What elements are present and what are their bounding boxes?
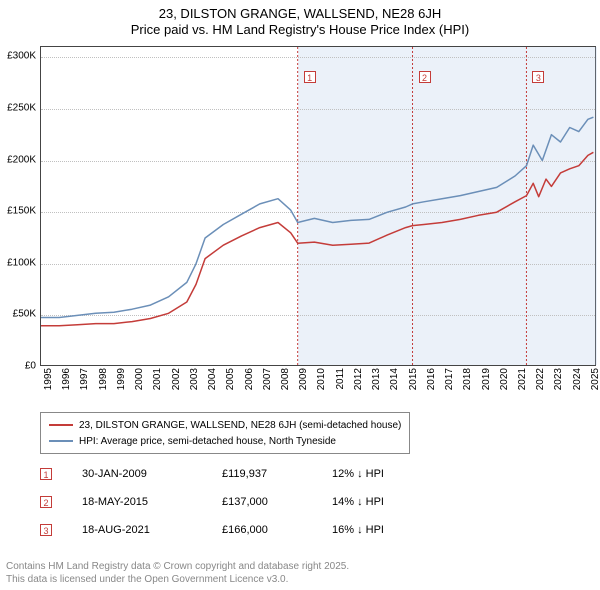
annot-pct-2: 16% ↓ HPI bbox=[332, 524, 452, 536]
xtick-label-2008: 2008 bbox=[280, 368, 291, 390]
ytick-label-250000: £250K bbox=[0, 102, 36, 113]
legend-label-1: HPI: Average price, semi-detached house,… bbox=[79, 436, 336, 447]
annot-date-0: 30-JAN-2009 bbox=[82, 468, 222, 480]
xtick-label-2004: 2004 bbox=[207, 368, 218, 390]
chart-marker-1: 1 bbox=[304, 71, 316, 83]
xtick-label-2024: 2024 bbox=[572, 368, 583, 390]
xtick-label-2003: 2003 bbox=[189, 368, 200, 390]
annot-marker-2: 2 bbox=[40, 496, 52, 508]
annot-row-1: 2 18-MAY-2015 £137,000 14% ↓ HPI bbox=[40, 488, 452, 516]
xtick-label-2019: 2019 bbox=[481, 368, 492, 390]
xtick-label-1999: 1999 bbox=[116, 368, 127, 390]
ytick-label-100000: £100K bbox=[0, 257, 36, 268]
chart-title-block: 23, DILSTON GRANGE, WALLSEND, NE28 6JH P… bbox=[0, 0, 600, 39]
annot-price-2: £166,000 bbox=[222, 524, 332, 536]
ytick-label-150000: £150K bbox=[0, 206, 36, 217]
legend-row-1: HPI: Average price, semi-detached house,… bbox=[49, 433, 401, 449]
plot-region: 1 2 3 bbox=[40, 46, 596, 366]
ytick-label-50000: £50K bbox=[0, 309, 36, 320]
annot-pct-0: 12% ↓ HPI bbox=[332, 468, 452, 480]
xtick-label-2022: 2022 bbox=[535, 368, 546, 390]
xtick-label-2012: 2012 bbox=[353, 368, 364, 390]
title-line-2: Price paid vs. HM Land Registry's House … bbox=[0, 22, 600, 38]
xtick-label-2013: 2013 bbox=[371, 368, 382, 390]
xtick-label-2016: 2016 bbox=[426, 368, 437, 390]
xtick-label-2010: 2010 bbox=[316, 368, 327, 390]
footer-attribution: Contains HM Land Registry data © Crown c… bbox=[6, 561, 349, 586]
xtick-label-2021: 2021 bbox=[517, 368, 528, 390]
xtick-label-2020: 2020 bbox=[499, 368, 510, 390]
xtick-label-2011: 2011 bbox=[335, 368, 346, 390]
xtick-label-2009: 2009 bbox=[298, 368, 309, 390]
chart-area: 123 £0£50K£100K£150K£200K£250K£300K19951… bbox=[40, 46, 596, 366]
ytick-label-200000: £200K bbox=[0, 154, 36, 165]
annot-marker-3: 3 bbox=[40, 524, 52, 536]
footer-line-1: Contains HM Land Registry data © Crown c… bbox=[6, 561, 349, 574]
line-layer bbox=[41, 47, 597, 367]
xtick-label-1995: 1995 bbox=[43, 368, 54, 390]
footer-line-2: This data is licensed under the Open Gov… bbox=[6, 574, 349, 587]
xtick-label-2014: 2014 bbox=[389, 368, 400, 390]
annot-price-1: £137,000 bbox=[222, 496, 332, 508]
annot-date-1: 18-MAY-2015 bbox=[82, 496, 222, 508]
series-hpi bbox=[41, 117, 593, 317]
annotation-table: 1 30-JAN-2009 £119,937 12% ↓ HPI 2 18-MA… bbox=[40, 460, 452, 544]
chart-marker-2: 2 bbox=[419, 71, 431, 83]
title-line-1: 23, DILSTON GRANGE, WALLSEND, NE28 6JH bbox=[0, 6, 600, 22]
xtick-label-2002: 2002 bbox=[171, 368, 182, 390]
xtick-label-1996: 1996 bbox=[61, 368, 72, 390]
legend-swatch-1 bbox=[49, 440, 73, 442]
legend-box: 23, DILSTON GRANGE, WALLSEND, NE28 6JH (… bbox=[40, 412, 410, 454]
xtick-label-2025: 2025 bbox=[590, 368, 600, 390]
xtick-label-2000: 2000 bbox=[134, 368, 145, 390]
legend-row-0: 23, DILSTON GRANGE, WALLSEND, NE28 6JH (… bbox=[49, 417, 401, 433]
annot-pct-1: 14% ↓ HPI bbox=[332, 496, 452, 508]
xtick-label-2017: 2017 bbox=[444, 368, 455, 390]
xtick-label-2018: 2018 bbox=[462, 368, 473, 390]
annot-row-0: 1 30-JAN-2009 £119,937 12% ↓ HPI bbox=[40, 460, 452, 488]
annot-row-2: 3 18-AUG-2021 £166,000 16% ↓ HPI bbox=[40, 516, 452, 544]
annot-marker-1: 1 bbox=[40, 468, 52, 480]
xtick-label-2006: 2006 bbox=[244, 368, 255, 390]
xtick-label-2001: 2001 bbox=[152, 368, 163, 390]
legend-swatch-0 bbox=[49, 424, 73, 426]
xtick-label-1997: 1997 bbox=[79, 368, 90, 390]
ytick-label-300000: £300K bbox=[0, 51, 36, 62]
xtick-label-1998: 1998 bbox=[98, 368, 109, 390]
annot-date-2: 18-AUG-2021 bbox=[82, 524, 222, 536]
xtick-label-2007: 2007 bbox=[262, 368, 273, 390]
chart-marker-3: 3 bbox=[532, 71, 544, 83]
xtick-label-2005: 2005 bbox=[225, 368, 236, 390]
xtick-label-2015: 2015 bbox=[408, 368, 419, 390]
xtick-label-2023: 2023 bbox=[553, 368, 564, 390]
legend-label-0: 23, DILSTON GRANGE, WALLSEND, NE28 6JH (… bbox=[79, 420, 401, 431]
ytick-label-0: £0 bbox=[0, 361, 36, 372]
annot-price-0: £119,937 bbox=[222, 468, 332, 480]
